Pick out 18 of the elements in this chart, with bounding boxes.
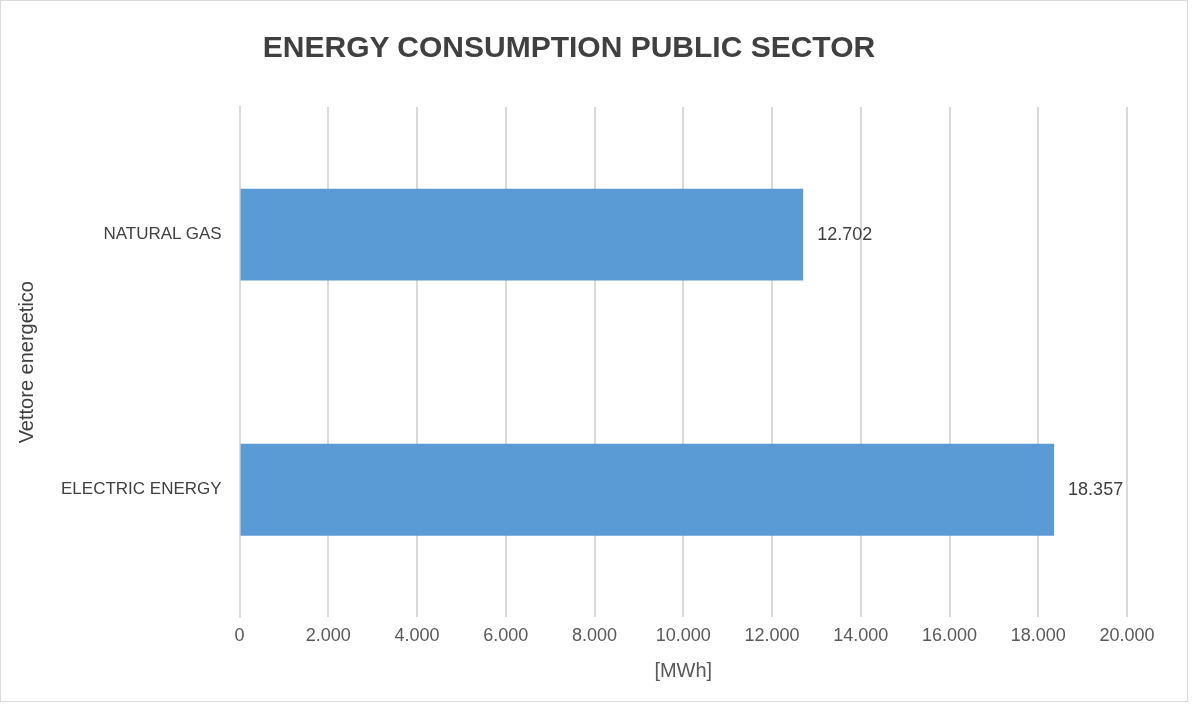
y-axis-title: Vettore energetico	[14, 281, 37, 444]
x-tick-label: 2.000	[305, 625, 351, 646]
data-label: 18.357	[1068, 478, 1124, 499]
x-tick-label: 16.000	[921, 625, 978, 646]
x-tick-label: 6.000	[483, 625, 529, 646]
x-axis-title: [MWh]	[654, 658, 713, 681]
x-tick-label: 0	[234, 625, 245, 646]
x-tick-label: 12.000	[744, 625, 800, 646]
y-tick-label: NATURAL GAS	[103, 224, 222, 244]
data-label: 12.702	[817, 223, 873, 244]
x-tick-label: 8.000	[572, 625, 618, 646]
y-tick-label: ELECTRIC ENERGY	[60, 479, 222, 499]
x-tick-label: 14.000	[833, 625, 889, 646]
x-tick-label: 4.000	[394, 625, 440, 646]
x-tick-label: 18.000	[1010, 625, 1066, 646]
chart-title: ENERGY CONSUMPTION PUBLIC SECTOR	[262, 30, 876, 64]
x-tick-label: 10.000	[655, 625, 711, 646]
x-tick-label: 20.000	[1099, 625, 1155, 646]
